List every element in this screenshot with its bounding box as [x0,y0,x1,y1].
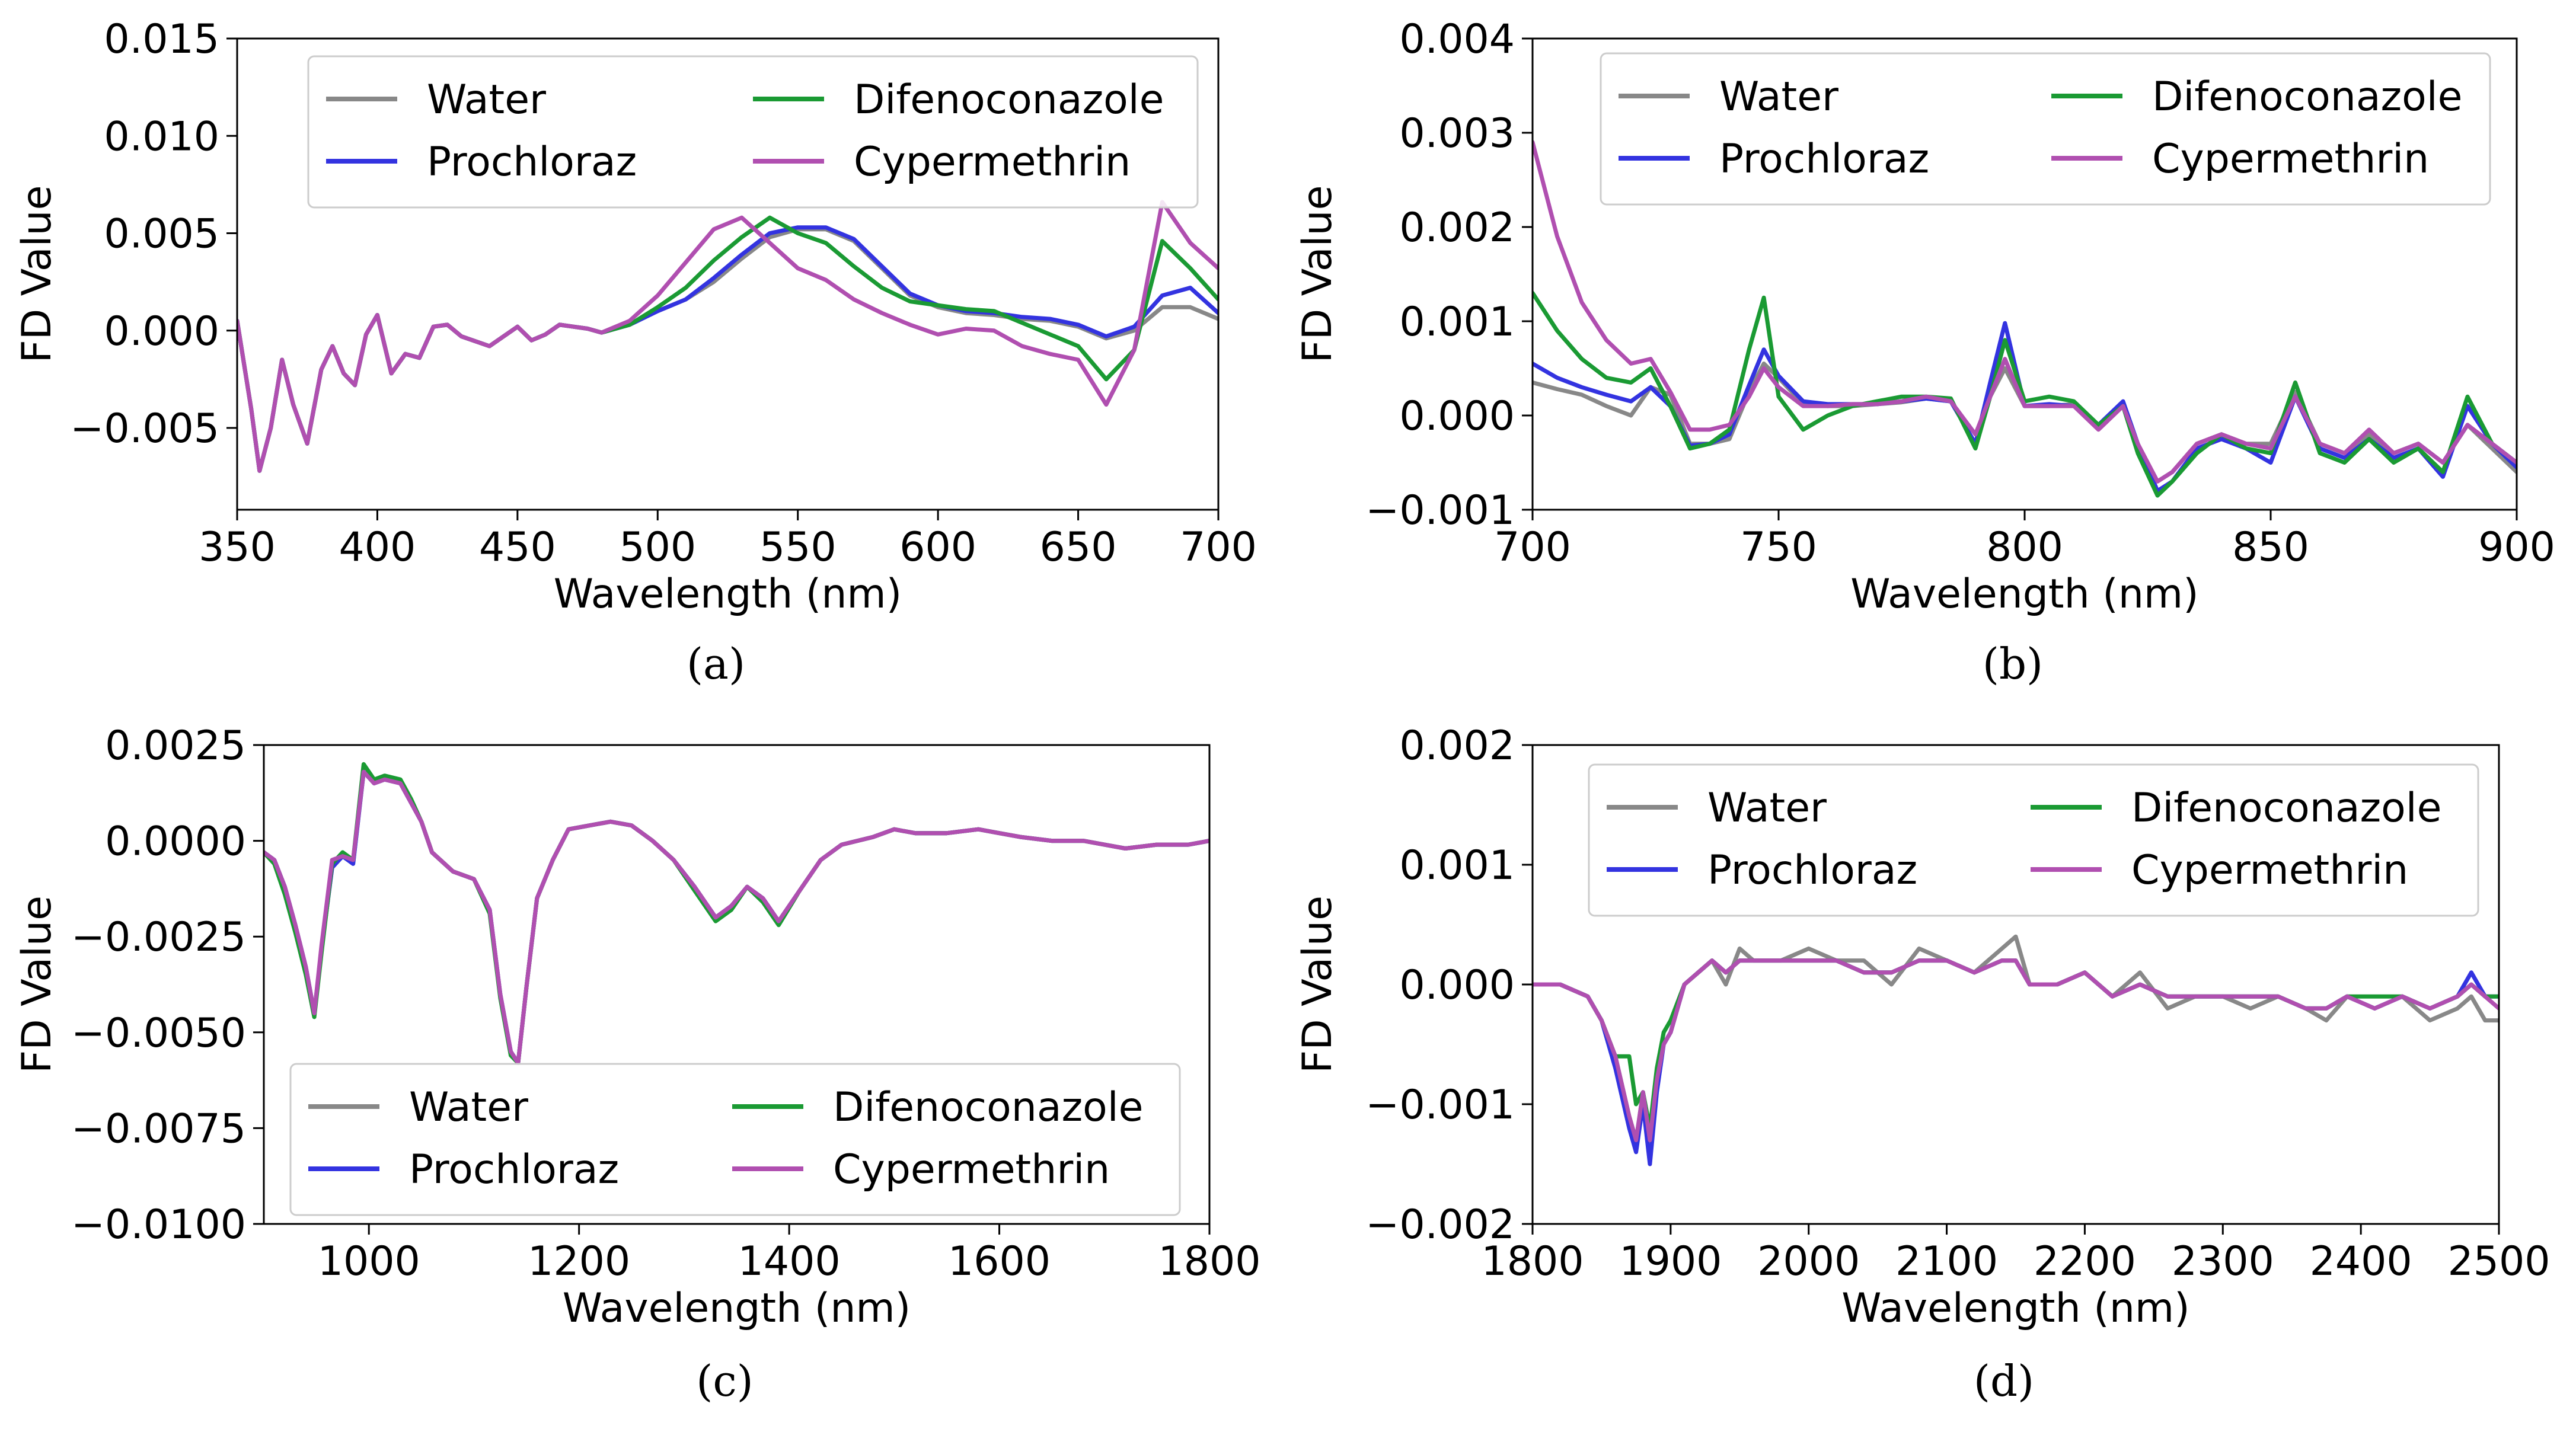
y-axis-label: FD Value [1294,896,1341,1073]
plot-frame [236,37,1220,511]
y-tick-label: −0.001 [1365,487,1515,534]
y-tick-label: 0.000 [1399,393,1515,440]
legend-label-cypermethrin: Cypermethrin [2152,136,2429,183]
y-tick-label: −0.0050 [71,1010,246,1057]
y-tick-label: 0.001 [1399,842,1515,889]
chart-panel-1: 350 400 450 500 550 600 650 700 −0.005 0.000 0.005… [14,16,1257,689]
y-tick-label: −0.002 [1365,1201,1515,1248]
y-tick-label: −0.0025 [71,914,246,961]
x-tick-label: 1800 [1481,1238,1584,1285]
panel-caption: (b) [1983,639,2043,689]
x-tick-label: 2300 [2172,1238,2274,1285]
legend-label-prochloraz: Prochloraz [427,139,637,186]
legend-label-difenoconazole: Difenoconazole [854,76,1164,123]
x-axis-label: Wavelength (nm) [554,571,902,618]
y-tick-label: 0.015 [104,16,219,63]
y-tick-label: 0.003 [1399,110,1515,157]
panel-caption: (d) [1974,1356,2034,1406]
y-tick-label: −0.0100 [71,1201,246,1248]
y-tick-label: 0.002 [1399,204,1515,251]
x-axis-label: Wavelength (nm) [1841,1285,2189,1332]
series-line-cypermethrin [264,769,1209,1065]
x-tick-label: 350 [199,524,276,571]
x-tick-label: 1800 [1158,1238,1260,1285]
x-tick-label: 650 [1040,524,1117,571]
x-tick-label: 1400 [738,1238,841,1285]
legend-box [1600,52,2491,206]
x-tick-label: 700 [1494,524,1571,571]
legend-label-water: Water [1719,73,1838,120]
legend-label-water: Water [427,76,546,123]
x-tick-label: 700 [1180,524,1257,571]
y-tick-label: 0.000 [104,308,219,355]
series-line-cypermethrin [237,200,1218,473]
legend: Water Prochloraz Difenoconazole Cypermethri… [1588,763,2479,917]
y-tick-label: −0.005 [70,405,219,452]
legend: Water Prochloraz Difenoconazole Cypermethri… [307,55,1199,209]
panel-caption: (a) [687,639,745,689]
x-axis-label: Wavelength (nm) [563,1285,911,1332]
x-tick-label: 2000 [1757,1238,1860,1285]
y-tick-label: −0.0075 [71,1105,246,1152]
legend-label-cypermethrin: Cypermethrin [854,139,1131,186]
y-tick-label: −0.001 [1365,1082,1515,1129]
y-tick-label: 0.0025 [105,723,246,769]
legend-label-prochloraz: Prochloraz [1719,136,1929,183]
legend-box [307,55,1199,209]
y-tick-label: 0.002 [1399,723,1515,769]
x-tick-label: 400 [339,524,416,571]
x-tick-label: 750 [1740,524,1817,571]
y-axis-label: FD Value [14,186,60,363]
y-tick-label: 0.001 [1399,299,1515,346]
legend-label-difenoconazole: Difenoconazole [2152,73,2463,120]
chart-panel-2: 700 750 800 850 900 −0.001 0.000 0.001 0.002 0.00… [1294,16,2555,689]
x-tick-label: 800 [1986,524,2063,571]
x-tick-label: 1900 [1619,1238,1722,1285]
legend-label-prochloraz: Prochloraz [1707,847,1917,894]
y-tick-label: 0.004 [1399,16,1515,63]
x-tick-label: 1600 [948,1238,1051,1285]
y-axis-label: FD Value [14,896,60,1073]
x-tick-label: 600 [899,524,976,571]
legend-label-difenoconazole: Difenoconazole [833,1084,1144,1131]
panel-caption: (c) [696,1356,754,1406]
y-axis-label: FD Value [1294,186,1341,363]
series-line-cypermethrin [1533,140,2517,484]
x-tick-label: 900 [2478,524,2555,571]
legend-label-cypermethrin: Cypermethrin [833,1146,1110,1193]
x-tick-label: 1200 [528,1238,630,1285]
legend: Water Prochloraz Difenoconazole Cypermethri… [289,1063,1181,1216]
legend-label-prochloraz: Prochloraz [409,1146,619,1193]
legend-label-water: Water [1707,785,1827,832]
legend-label-water: Water [409,1084,528,1131]
legend-box [1588,763,2479,917]
x-tick-label: 450 [479,524,556,571]
series-line-difenoconazole [1533,290,2517,498]
x-tick-label: 2400 [2310,1238,2412,1285]
y-tick-label: 0.000 [1399,962,1515,1009]
x-tick-label: 550 [759,524,837,571]
y-tick-label: 0.0000 [105,819,246,865]
y-tick-label: 0.010 [104,113,219,160]
x-axis-label: Wavelength (nm) [1850,571,2198,618]
y-tick-label: 0.005 [104,211,219,258]
x-tick-label: 2200 [2034,1238,2136,1285]
x-tick-label: 1000 [318,1238,420,1285]
legend-label-difenoconazole: Difenoconazole [2131,785,2442,832]
chart-panel-4: 1800 1900 2000 2100 2200 2300 2400 2500 −0.002 −0… [1294,723,2551,1406]
plot-frame [263,744,1211,1225]
x-tick-label: 2100 [1895,1238,1998,1285]
x-tick-label: 850 [2232,524,2309,571]
x-tick-label: 500 [619,524,696,571]
legend-label-cypermethrin: Cypermethrin [2131,847,2408,894]
chart-panel-3: 1000 1200 1400 1600 1800 −0.0100 −0.0075 −0.005… [14,723,1261,1406]
series-line-cypermethrin [1533,958,2499,1143]
legend: Water Prochloraz Difenoconazole Cypermethri… [1600,52,2491,206]
legend-box [289,1063,1181,1216]
x-tick-label: 2500 [2447,1238,2550,1285]
